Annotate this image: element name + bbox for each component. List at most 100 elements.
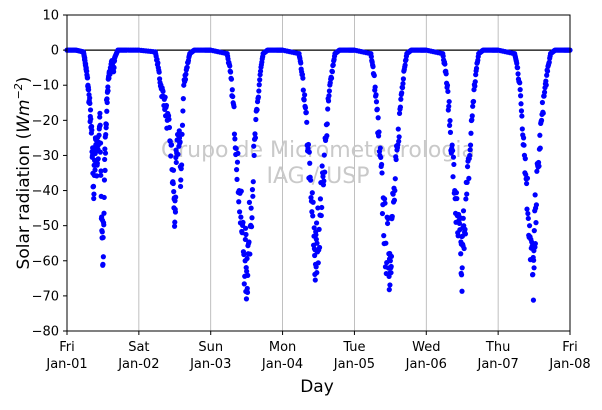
data-point [228,69,234,75]
data-point [370,64,376,70]
data-point [459,265,465,271]
data-point [170,167,177,173]
data-point [326,93,332,99]
data-point [543,82,549,88]
data-point [236,209,243,215]
data-point [544,68,551,74]
x-tick-label-day: Wed [412,340,440,355]
data-point [241,251,247,258]
data-point [525,210,531,217]
data-point [544,72,550,78]
x-tick-label-date: Jan-03 [189,357,231,372]
data-point [321,152,327,158]
data-point [326,88,333,94]
data-point [177,139,183,145]
data-point [373,92,379,98]
data-point [377,145,383,151]
data-point [450,154,457,160]
data-point [84,75,91,81]
data-point [94,173,100,179]
data-point [522,156,528,162]
data-point [375,115,381,121]
data-point [518,93,524,99]
x-axis-label: Day [300,377,334,397]
data-point [168,153,174,159]
data-point [518,108,525,114]
data-point [242,236,248,243]
data-point [103,121,109,127]
data-point [443,71,449,77]
data-point [95,156,101,162]
data-point [540,110,546,116]
data-point [324,133,330,139]
data-point [244,289,251,296]
y-tick-label: −70 [32,289,59,304]
data-point [229,87,235,93]
data-point [257,68,264,74]
data-point [461,245,467,252]
x-tick-label-date: Jan-02 [117,357,159,372]
data-point [515,71,521,77]
data-point [468,130,474,136]
data-point [105,84,111,90]
y-tick-label: −60 [32,254,59,269]
data-point [372,84,378,90]
data-point [521,142,527,148]
data-point [170,180,176,187]
x-tick-label-day: Sat [128,340,149,355]
y-tick-label: −20 [32,114,59,129]
data-point [531,265,537,271]
data-point [446,103,452,109]
data-point [541,89,548,95]
data-point [246,239,252,245]
data-point [449,148,456,154]
data-point [378,161,385,168]
data-point [467,147,473,153]
data-point [382,200,388,206]
data-point [400,76,406,82]
data-point [395,126,401,132]
data-point [102,146,108,152]
x-tick-label-date: Jan-05 [333,357,375,372]
data-point [180,96,186,102]
data-point [173,194,179,200]
data-point [92,167,98,173]
data-point [525,215,531,222]
x-tick-label-date: Jan-01 [45,357,87,372]
data-point [313,236,319,242]
data-point [315,260,321,266]
x-axis: Fri Jan-01 Sat Jan-02 Sun Jan-03 Mon Jan-04 Tue J… [45,331,591,372]
data-point [307,177,314,183]
data-point [101,194,107,201]
data-point [101,222,107,228]
data-point [444,82,451,88]
data-point [102,167,108,173]
data-point [94,160,100,166]
data-point [111,65,117,71]
data-point [232,136,238,142]
data-point [311,225,317,231]
data-point [305,141,312,148]
data-point [447,122,453,128]
data-point [172,209,179,215]
data-point [103,131,109,138]
data-point [519,113,525,119]
data-point [233,167,240,173]
data-point [543,78,549,84]
data-point [243,231,249,238]
data-point [248,205,254,211]
data-point [90,183,97,189]
data-point [469,117,475,123]
data-point [386,287,392,293]
data-point [451,161,457,168]
data-point [227,63,233,69]
data-point [392,187,398,194]
y-tick-label: 10 [42,9,59,24]
x-tick-label-date: Jan-08 [548,357,590,372]
data-point [176,135,183,141]
data-point [329,69,335,75]
data-point [240,219,246,226]
data-point [111,69,117,75]
data-point [254,107,260,113]
